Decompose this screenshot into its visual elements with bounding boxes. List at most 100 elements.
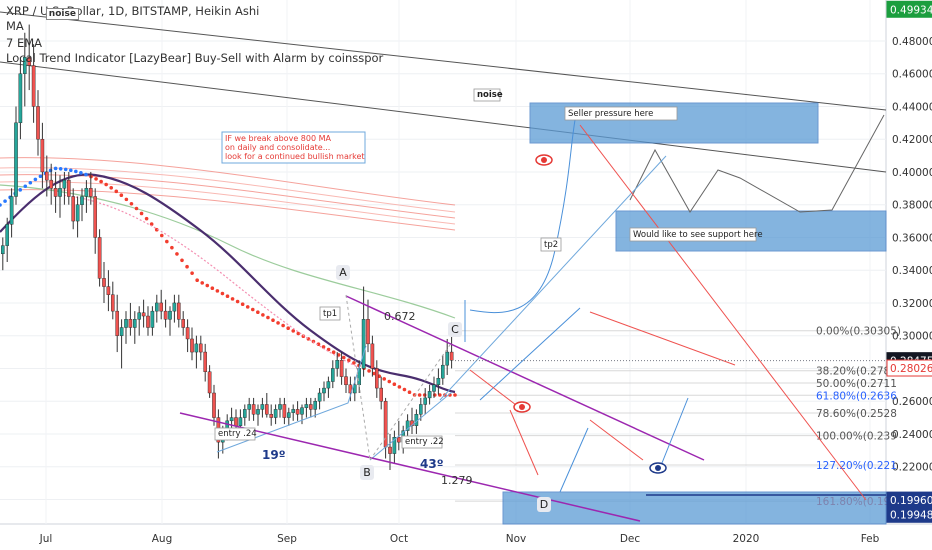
ema-dot	[321, 345, 326, 349]
ema-dot	[281, 323, 285, 328]
candle-up	[84, 188, 89, 197]
time-tick-label: Oct	[390, 533, 408, 545]
ema-dot	[134, 206, 139, 211]
ema-dot	[0, 203, 2, 207]
eye-pupil	[655, 465, 661, 471]
noise-label: noise	[477, 90, 503, 100]
ema-dot	[397, 385, 402, 389]
candle-up	[445, 351, 450, 366]
candle-up	[432, 384, 436, 392]
candle-down	[128, 319, 133, 328]
candle-up	[229, 417, 234, 422]
ema-dot	[185, 264, 189, 269]
point-a-label: A	[339, 266, 347, 279]
ema-dot	[266, 315, 270, 320]
price-tick-label: 0.38000	[892, 200, 932, 212]
ema-dot	[159, 233, 164, 238]
ema-dot	[175, 252, 179, 256]
ema-dot	[250, 307, 255, 312]
chart-legend: XRP / U.S. Dollar, 1D, BITSTAMP, Heikin …	[6, 4, 383, 66]
callout-line-1: IF we break above 800 MA	[225, 134, 331, 143]
candle-down	[102, 278, 106, 287]
ema-dot	[387, 379, 392, 384]
candle-down	[106, 286, 111, 295]
candle-up	[9, 196, 14, 225]
candle-down	[88, 188, 93, 197]
price-label-box	[886, 505, 932, 523]
candle-up	[441, 364, 445, 379]
ema-dot	[38, 174, 43, 179]
candle-up	[23, 57, 27, 74]
support-label-box	[629, 227, 757, 242]
point-d-label: D	[540, 498, 548, 511]
fib-ratio-1279: 1.279	[441, 474, 473, 487]
ema-dot	[382, 377, 387, 381]
candle-up	[419, 404, 423, 415]
ema-dot	[336, 353, 341, 357]
candle-down	[269, 414, 274, 418]
ema-dot	[195, 278, 199, 283]
ema-dot	[402, 387, 407, 392]
candle-down	[339, 360, 344, 377]
point-c-label: C	[451, 323, 459, 336]
blue-trend	[439, 155, 667, 401]
ema-dot	[200, 281, 205, 285]
candle-up	[0, 245, 5, 255]
candle-down	[388, 446, 392, 454]
candle-up	[58, 188, 62, 197]
candle-down	[309, 404, 313, 410]
ema-dot	[286, 326, 290, 331]
ema-dot	[33, 177, 38, 182]
candle-down	[375, 368, 379, 389]
candle-down	[36, 106, 40, 140]
legend-ema: 7 EMA	[6, 36, 43, 50]
ema-dot	[3, 199, 7, 203]
candle-down	[344, 376, 348, 386]
price-tick-label: 0.30000	[892, 331, 932, 343]
candle-up	[150, 310, 155, 328]
candle-up	[256, 409, 260, 415]
candle-up	[14, 122, 18, 197]
entry1-label: entry .24	[218, 429, 257, 439]
ema-dot	[276, 321, 280, 325]
grid-lines	[0, 0, 886, 524]
candle-up	[172, 302, 177, 312]
seller-pressure-label-box	[564, 106, 678, 121]
price-tick-label: 0.32000	[892, 298, 932, 310]
time-tick-label: Jul	[39, 533, 53, 545]
price-label: 0.19948	[890, 509, 932, 521]
candle-down	[379, 387, 384, 402]
ema-dot	[417, 393, 422, 397]
candle-up	[273, 409, 278, 418]
ma-purple-line	[0, 173, 456, 394]
eye-pupil	[541, 157, 547, 163]
time-tick-label: Sep	[277, 533, 297, 545]
ema-dot	[205, 283, 210, 288]
candle-up	[154, 302, 159, 312]
candle-down	[295, 409, 300, 415]
ema-dot	[225, 294, 230, 299]
red-arrow	[589, 311, 736, 366]
fib-label: 61.80%(0.2636	[816, 390, 897, 402]
tp2-label: tp2	[544, 240, 558, 250]
callout-box	[221, 131, 366, 164]
price-tick-label: 0.22000	[892, 462, 932, 474]
ema-dot	[296, 331, 301, 336]
candle-down	[97, 237, 102, 279]
candles	[0, 24, 454, 470]
ema-dot	[124, 197, 129, 202]
blue-arrow	[659, 397, 689, 469]
candle-up	[326, 381, 331, 389]
candle-up	[405, 420, 410, 431]
ema-dot	[84, 172, 88, 177]
candle-down	[251, 404, 256, 415]
ema-dot	[331, 350, 336, 355]
legend-indicator: Local Trend Indicator [LazyBear] Buy-Sel…	[6, 51, 384, 65]
trendline-lower	[0, 61, 887, 173]
ema-dot	[144, 216, 149, 221]
candle-down	[282, 404, 287, 418]
callout-line-3: look for a continued bullish market	[225, 152, 365, 161]
candle-up	[168, 310, 172, 320]
candle-down	[203, 351, 208, 372]
